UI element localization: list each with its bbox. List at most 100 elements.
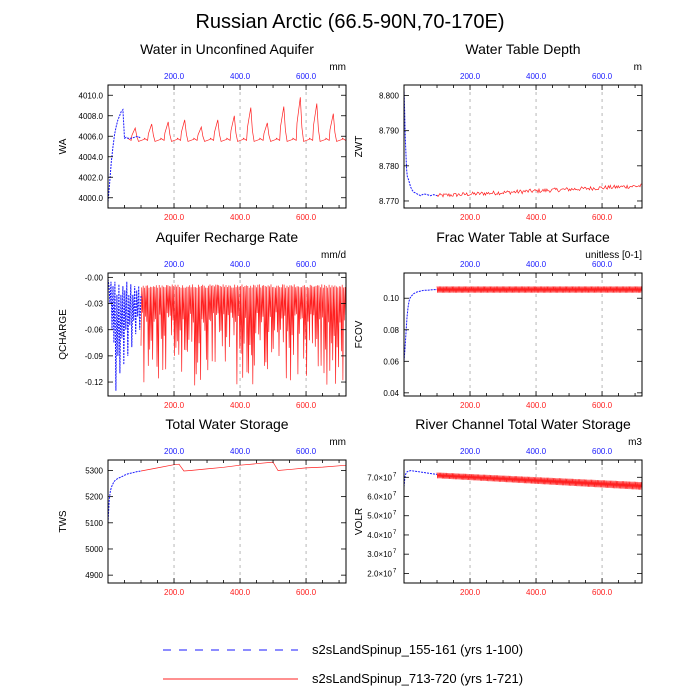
qcharge-yticklabel: -0.12: [85, 378, 104, 387]
wa-bottom-xticklabel: 600.0: [296, 213, 317, 222]
tws-series-blue: [108, 470, 142, 523]
tws-yticklabel: 5200: [85, 493, 103, 502]
volr-yticklabel: 3.0×10: [367, 550, 392, 559]
zwt-series-blue: [404, 88, 438, 197]
volr-ytick-exponent: 7: [393, 511, 397, 517]
volr-top-xticklabel: 400.0: [526, 447, 547, 456]
tws-yticklabel: 5300: [85, 466, 103, 475]
fcov-top-xticklabel: 600.0: [592, 260, 613, 269]
fcov-top-xticklabel: 400.0: [526, 260, 547, 269]
tws-top-xticklabel: 200.0: [164, 447, 185, 456]
volr-yticklabel: 7.0×10: [367, 473, 392, 482]
wa-yticklabel: 4002.0: [79, 173, 104, 182]
tws-ylabel: TWS: [58, 510, 69, 533]
tws-bottom-xticklabel: 600.0: [296, 588, 317, 597]
panel-zwt: Water Table Depth m ZWT 200.0 400.0 600.0 200.…: [354, 41, 643, 222]
wa-series-red: [127, 97, 346, 142]
fcov-bottom-xticklabel: 400.0: [526, 401, 547, 410]
fcov-top-xticklabel: 200.0: [460, 260, 481, 269]
wa-yticklabel: 4004.0: [79, 153, 104, 162]
volr-top-xticklabel: 200.0: [460, 447, 481, 456]
qcharge-bottom-xticklabel: 600.0: [296, 401, 317, 410]
qcharge-title: Aquifer Recharge Rate: [156, 229, 299, 245]
qcharge-top-xticklabel: 600.0: [296, 260, 317, 269]
qcharge-top-xticklabel: 200.0: [164, 260, 185, 269]
volr-ylabel: VOLR: [354, 508, 365, 535]
volr-series-red: [436, 472, 642, 490]
tws-top-xticklabel: 600.0: [296, 447, 317, 456]
volr-ytick-exponent: 7: [393, 530, 397, 536]
panel-tws: Total Water Storage mm TWS 200.0 400.0 600.0 2…: [58, 416, 347, 597]
volr-series-blue: [404, 470, 438, 487]
qcharge-frame: [107, 272, 347, 397]
zwt-yticklabel: 8.780: [379, 162, 400, 171]
wa-frame: [107, 84, 347, 209]
fcov-bottom-xticklabel: 200.0: [460, 401, 481, 410]
tws-series-red: [140, 461, 346, 472]
volr-ytick-exponent: 7: [393, 472, 397, 478]
wa-top-xticklabel: 400.0: [230, 72, 251, 81]
figure-title: Russian Arctic (66.5-90N,70-170E): [195, 11, 504, 33]
wa-yticklabel: 4000.0: [79, 194, 104, 203]
qcharge-series-red: [140, 284, 346, 386]
zwt-frame: [403, 84, 643, 209]
zwt-top-xticklabel: 400.0: [526, 72, 547, 81]
fcov-yticklabel: 0.10: [383, 294, 399, 303]
zwt-yticklabel: 8.800: [379, 92, 400, 101]
volr-units: m3: [628, 437, 642, 448]
volr-ytick-exponent: 7: [393, 568, 397, 574]
qcharge-units: mm/d: [321, 250, 346, 261]
zwt-ylabel: ZWT: [354, 136, 365, 158]
qcharge-yticklabel: -0.03: [85, 300, 104, 309]
qcharge-yticklabel: -0.00: [85, 273, 104, 282]
volr-bottom-xticklabel: 200.0: [460, 588, 481, 597]
fcov-bottom-xticklabel: 600.0: [592, 401, 613, 410]
zwt-yticklabel: 8.770: [379, 197, 400, 206]
volr-title: River Channel Total Water Storage: [415, 416, 631, 432]
legend-label-red: s2sLandSpinup_713-720 (yrs 1-721): [312, 671, 523, 686]
wa-title: Water in Unconfined Aquifer: [140, 41, 314, 57]
volr-bottom-xticklabel: 400.0: [526, 588, 547, 597]
zwt-series-red: [436, 183, 642, 198]
zwt-bottom-xticklabel: 600.0: [592, 213, 613, 222]
tws-units: mm: [329, 437, 346, 448]
qcharge-yticklabel: -0.09: [85, 352, 104, 361]
wa-series-blue: [108, 108, 142, 202]
fcov-series-blue: [404, 289, 437, 362]
fcov-title: Frac Water Table at Surface: [436, 229, 610, 245]
tws-bottom-xticklabel: 400.0: [230, 588, 251, 597]
panel-fcov: Frac Water Table at Surface unitless [0-1…: [354, 229, 643, 410]
qcharge-series-blue: [108, 279, 142, 391]
fcov-yticklabel: 0.06: [383, 357, 399, 366]
wa-yticklabel: 4008.0: [79, 112, 104, 121]
qcharge-bottom-xticklabel: 200.0: [164, 401, 185, 410]
fcov-units: unitless [0-1]: [585, 250, 642, 261]
tws-yticklabel: 5000: [85, 545, 103, 554]
tws-bottom-xticklabel: 200.0: [164, 588, 185, 597]
panel-qcharge: Aquifer Recharge Rate mm/d QCHARGE 200.0 400…: [58, 229, 347, 410]
panel-wa: Water in Unconfined Aquifer mm WA 200.0 400.…: [58, 41, 347, 222]
volr-yticklabel: 4.0×10: [367, 531, 392, 540]
zwt-bottom-xticklabel: 400.0: [526, 213, 547, 222]
fcov-frame: [403, 272, 643, 397]
qcharge-bottom-xticklabel: 400.0: [230, 401, 251, 410]
volr-yticklabel: 2.0×10: [367, 569, 392, 578]
legend-label-blue: s2sLandSpinup_155-161 (yrs 1-100): [312, 642, 523, 657]
wa-yticklabel: 4010.0: [79, 91, 104, 100]
volr-bottom-xticklabel: 600.0: [592, 588, 613, 597]
qcharge-ylabel: QCHARGE: [58, 309, 69, 360]
fcov-yticklabel: 0.08: [383, 326, 399, 335]
wa-top-xticklabel: 200.0: [164, 72, 185, 81]
volr-top-xticklabel: 600.0: [592, 447, 613, 456]
zwt-top-xticklabel: 200.0: [460, 72, 481, 81]
volr-yticklabel: 5.0×10: [367, 512, 392, 521]
tws-top-xticklabel: 400.0: [230, 447, 251, 456]
tws-frame: [107, 459, 347, 584]
zwt-top-xticklabel: 600.0: [592, 72, 613, 81]
wa-ylabel: WA: [58, 138, 69, 154]
zwt-bottom-xticklabel: 200.0: [460, 213, 481, 222]
wa-yticklabel: 4006.0: [79, 132, 104, 141]
tws-title: Total Water Storage: [165, 416, 288, 432]
fcov-yticklabel: 0.04: [383, 389, 399, 398]
